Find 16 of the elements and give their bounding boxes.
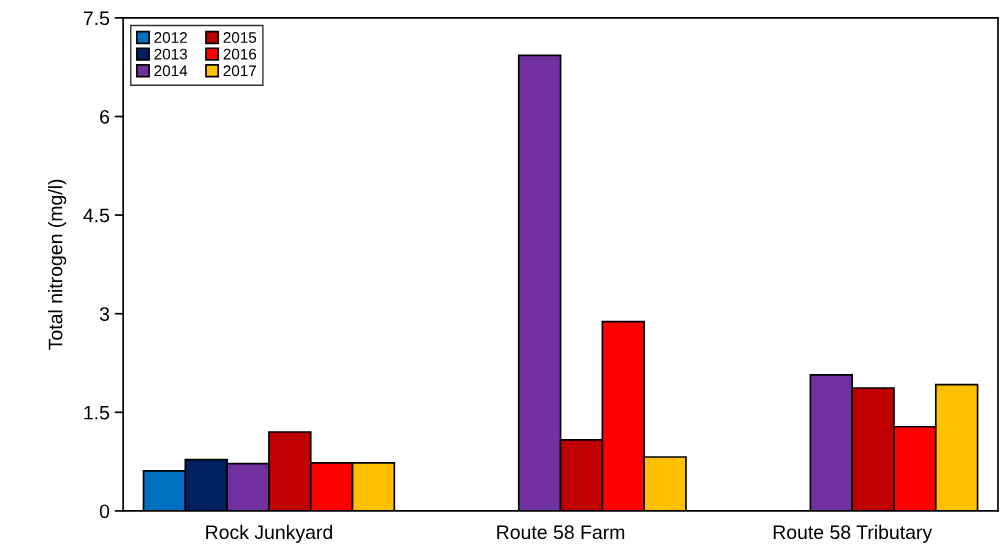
legend-label: 2012 bbox=[154, 32, 187, 43]
legend-label: 2016 bbox=[223, 48, 257, 60]
y-tick-label: 0 bbox=[99, 504, 110, 519]
x-tick-label: Route 58 Farm bbox=[497, 525, 625, 540]
y-tick-label: 6 bbox=[100, 109, 110, 124]
y-tick-label: 4.5 bbox=[83, 208, 110, 223]
legend-label: 2014 bbox=[154, 65, 188, 77]
y-tick-label: 1.5 bbox=[84, 405, 110, 420]
legend-label: 2017 bbox=[223, 65, 257, 77]
legend-label: 2013 bbox=[154, 48, 187, 60]
x-tick-label: Rock Junkyard bbox=[206, 524, 332, 543]
legend-label: 2015 bbox=[223, 32, 257, 43]
y-tick-label: 3 bbox=[99, 307, 110, 321]
y-tick-label: 7.5 bbox=[83, 11, 110, 26]
x-tick-label: Route 58 Tributary bbox=[773, 524, 933, 543]
y-axis-title: Total nitrogen (mg/l) bbox=[48, 179, 67, 350]
